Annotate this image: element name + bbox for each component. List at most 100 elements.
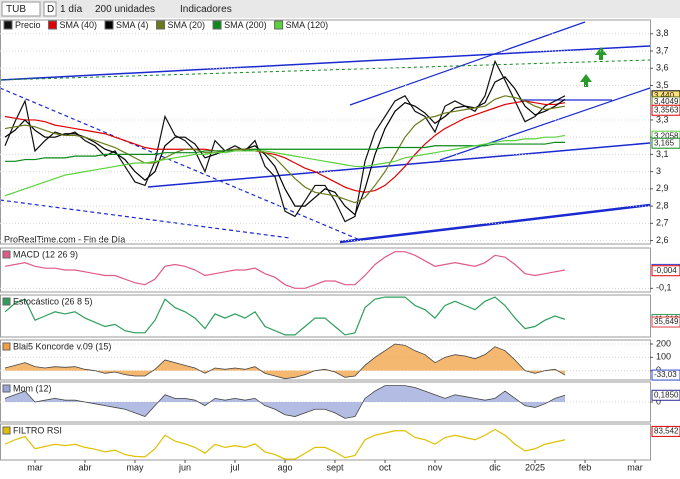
y-tick-label: 3,8 (656, 28, 669, 38)
price-tag-box (651, 389, 680, 401)
indicator-line (4, 343, 566, 380)
trendline (0, 87, 361, 241)
y-tick-label: 2,7 (656, 218, 669, 228)
panel-title-icon (2, 384, 11, 393)
price-tag-box (651, 369, 680, 381)
y-tick-label: 3,1 (656, 149, 669, 159)
legend-swatch (156, 20, 166, 30)
panel-frame (0, 423, 651, 461)
indicator-line (4, 385, 566, 419)
x-tick-label: sept (326, 462, 344, 472)
panel-title: Mom (12) (13, 383, 52, 393)
panel-title-icon (2, 250, 11, 259)
price-tag: 3,165 (654, 138, 675, 147)
panel-frame (0, 19, 651, 245)
symbol-box[interactable] (1, 1, 41, 17)
indicator-line (4, 251, 566, 289)
y-tick-label: 2,6 (656, 235, 669, 245)
panel-frame (0, 339, 651, 381)
indicator-line-area (5, 385, 565, 419)
price-tag-box (651, 425, 680, 437)
trendline (439, 87, 651, 161)
trendline (0, 45, 651, 81)
panel-title-icon (2, 342, 11, 351)
x-tick-label: oct (379, 462, 392, 472)
price-tag-box (651, 316, 680, 328)
price-tag: 35,649 (654, 317, 679, 326)
trendline (147, 142, 651, 188)
legend-label: SMA (120) (286, 20, 329, 30)
legend-swatch (104, 20, 114, 30)
series-line (4, 76, 566, 216)
panel-title: Estocástico (26 8 5) (13, 296, 93, 306)
period[interactable]: 1 día (60, 4, 83, 15)
x-tick-label: jun (178, 462, 191, 472)
legend-label: SMA (40) (60, 20, 98, 30)
y-tick-label: 3 (656, 166, 661, 176)
series-line (4, 95, 566, 204)
y-tick-label: 100 (656, 352, 671, 362)
y-tick-label: 3,6 (656, 63, 669, 73)
price-tag: -0,004 (654, 266, 677, 275)
x-tick-label: abr (78, 462, 91, 472)
panel-title: MACD (12 26 9) (13, 249, 78, 259)
units[interactable]: 200 unidades (95, 4, 155, 15)
x-tick-label: 2025 (525, 462, 545, 472)
x-tick-label: feb (579, 462, 592, 472)
panel-title-icon (2, 297, 11, 306)
indicator-line (4, 296, 566, 336)
y-tick-label: 3,7 (656, 45, 669, 55)
legend-label: Precio (15, 20, 41, 30)
panel-frame (0, 247, 651, 293)
toolbar (0, 0, 680, 18)
trendline (0, 59, 651, 81)
y-tick-label: 2,8 (656, 200, 669, 210)
x-tick-label: mar (27, 462, 43, 472)
mode[interactable]: D (47, 4, 54, 15)
indicator-line (4, 428, 566, 460)
price-tag-box (651, 104, 680, 116)
price-tag: 3,2058 (654, 131, 679, 140)
legend-swatch (274, 20, 284, 30)
price-tag: 3,440 (654, 91, 675, 100)
legend-swatch (3, 20, 13, 30)
x-tick-label: jul (229, 462, 239, 472)
y-tick-label: 3,3 (656, 114, 669, 124)
price-tag: 3,4049 (654, 97, 679, 106)
price-tag: 0,1850 (654, 390, 679, 399)
legend-swatch (212, 20, 222, 30)
price-tag: -33,03 (654, 370, 677, 379)
source-note: ProRealTime.com - Fin de Día (4, 234, 125, 244)
price-tag-box (651, 265, 680, 277)
legend-label: SMA (20) (168, 20, 206, 30)
price-tag: 3,3563 (654, 105, 679, 114)
y-tick-label: 3,5 (656, 80, 669, 90)
price-tag: 83,542 (654, 427, 679, 436)
series-line (4, 100, 566, 193)
x-tick-label: mar (627, 462, 643, 472)
indicator-line-area (5, 344, 565, 379)
panel-title-icon (2, 426, 11, 435)
legend-swatch (48, 20, 58, 30)
toolbar-items: TUB D 1 día 200 unidades Indicadores (1, 1, 232, 17)
symbol[interactable]: TUB (6, 4, 26, 15)
y-tick-label: 0 (656, 396, 661, 406)
panel-title: FILTRO RSI (13, 425, 62, 435)
x-tick-label: ago (277, 462, 292, 472)
panel-title: Blai5 Koncorde v.09 (15) (13, 341, 111, 351)
x-tick-label: may (126, 462, 144, 472)
series-line (4, 59, 566, 223)
arrow-icon (595, 47, 607, 60)
panel-frame (0, 294, 651, 338)
price-tag-box (651, 137, 680, 149)
x-tick-label: dic (489, 462, 501, 472)
x-tick-label: nov (428, 462, 443, 472)
indicators[interactable]: Indicadores (180, 4, 232, 15)
mode-box[interactable] (43, 1, 57, 17)
y-tick-label: -0,1 (656, 283, 672, 293)
legend-label: SMA (4) (116, 20, 149, 30)
arrow-icon (580, 74, 592, 87)
trendline (349, 21, 586, 106)
